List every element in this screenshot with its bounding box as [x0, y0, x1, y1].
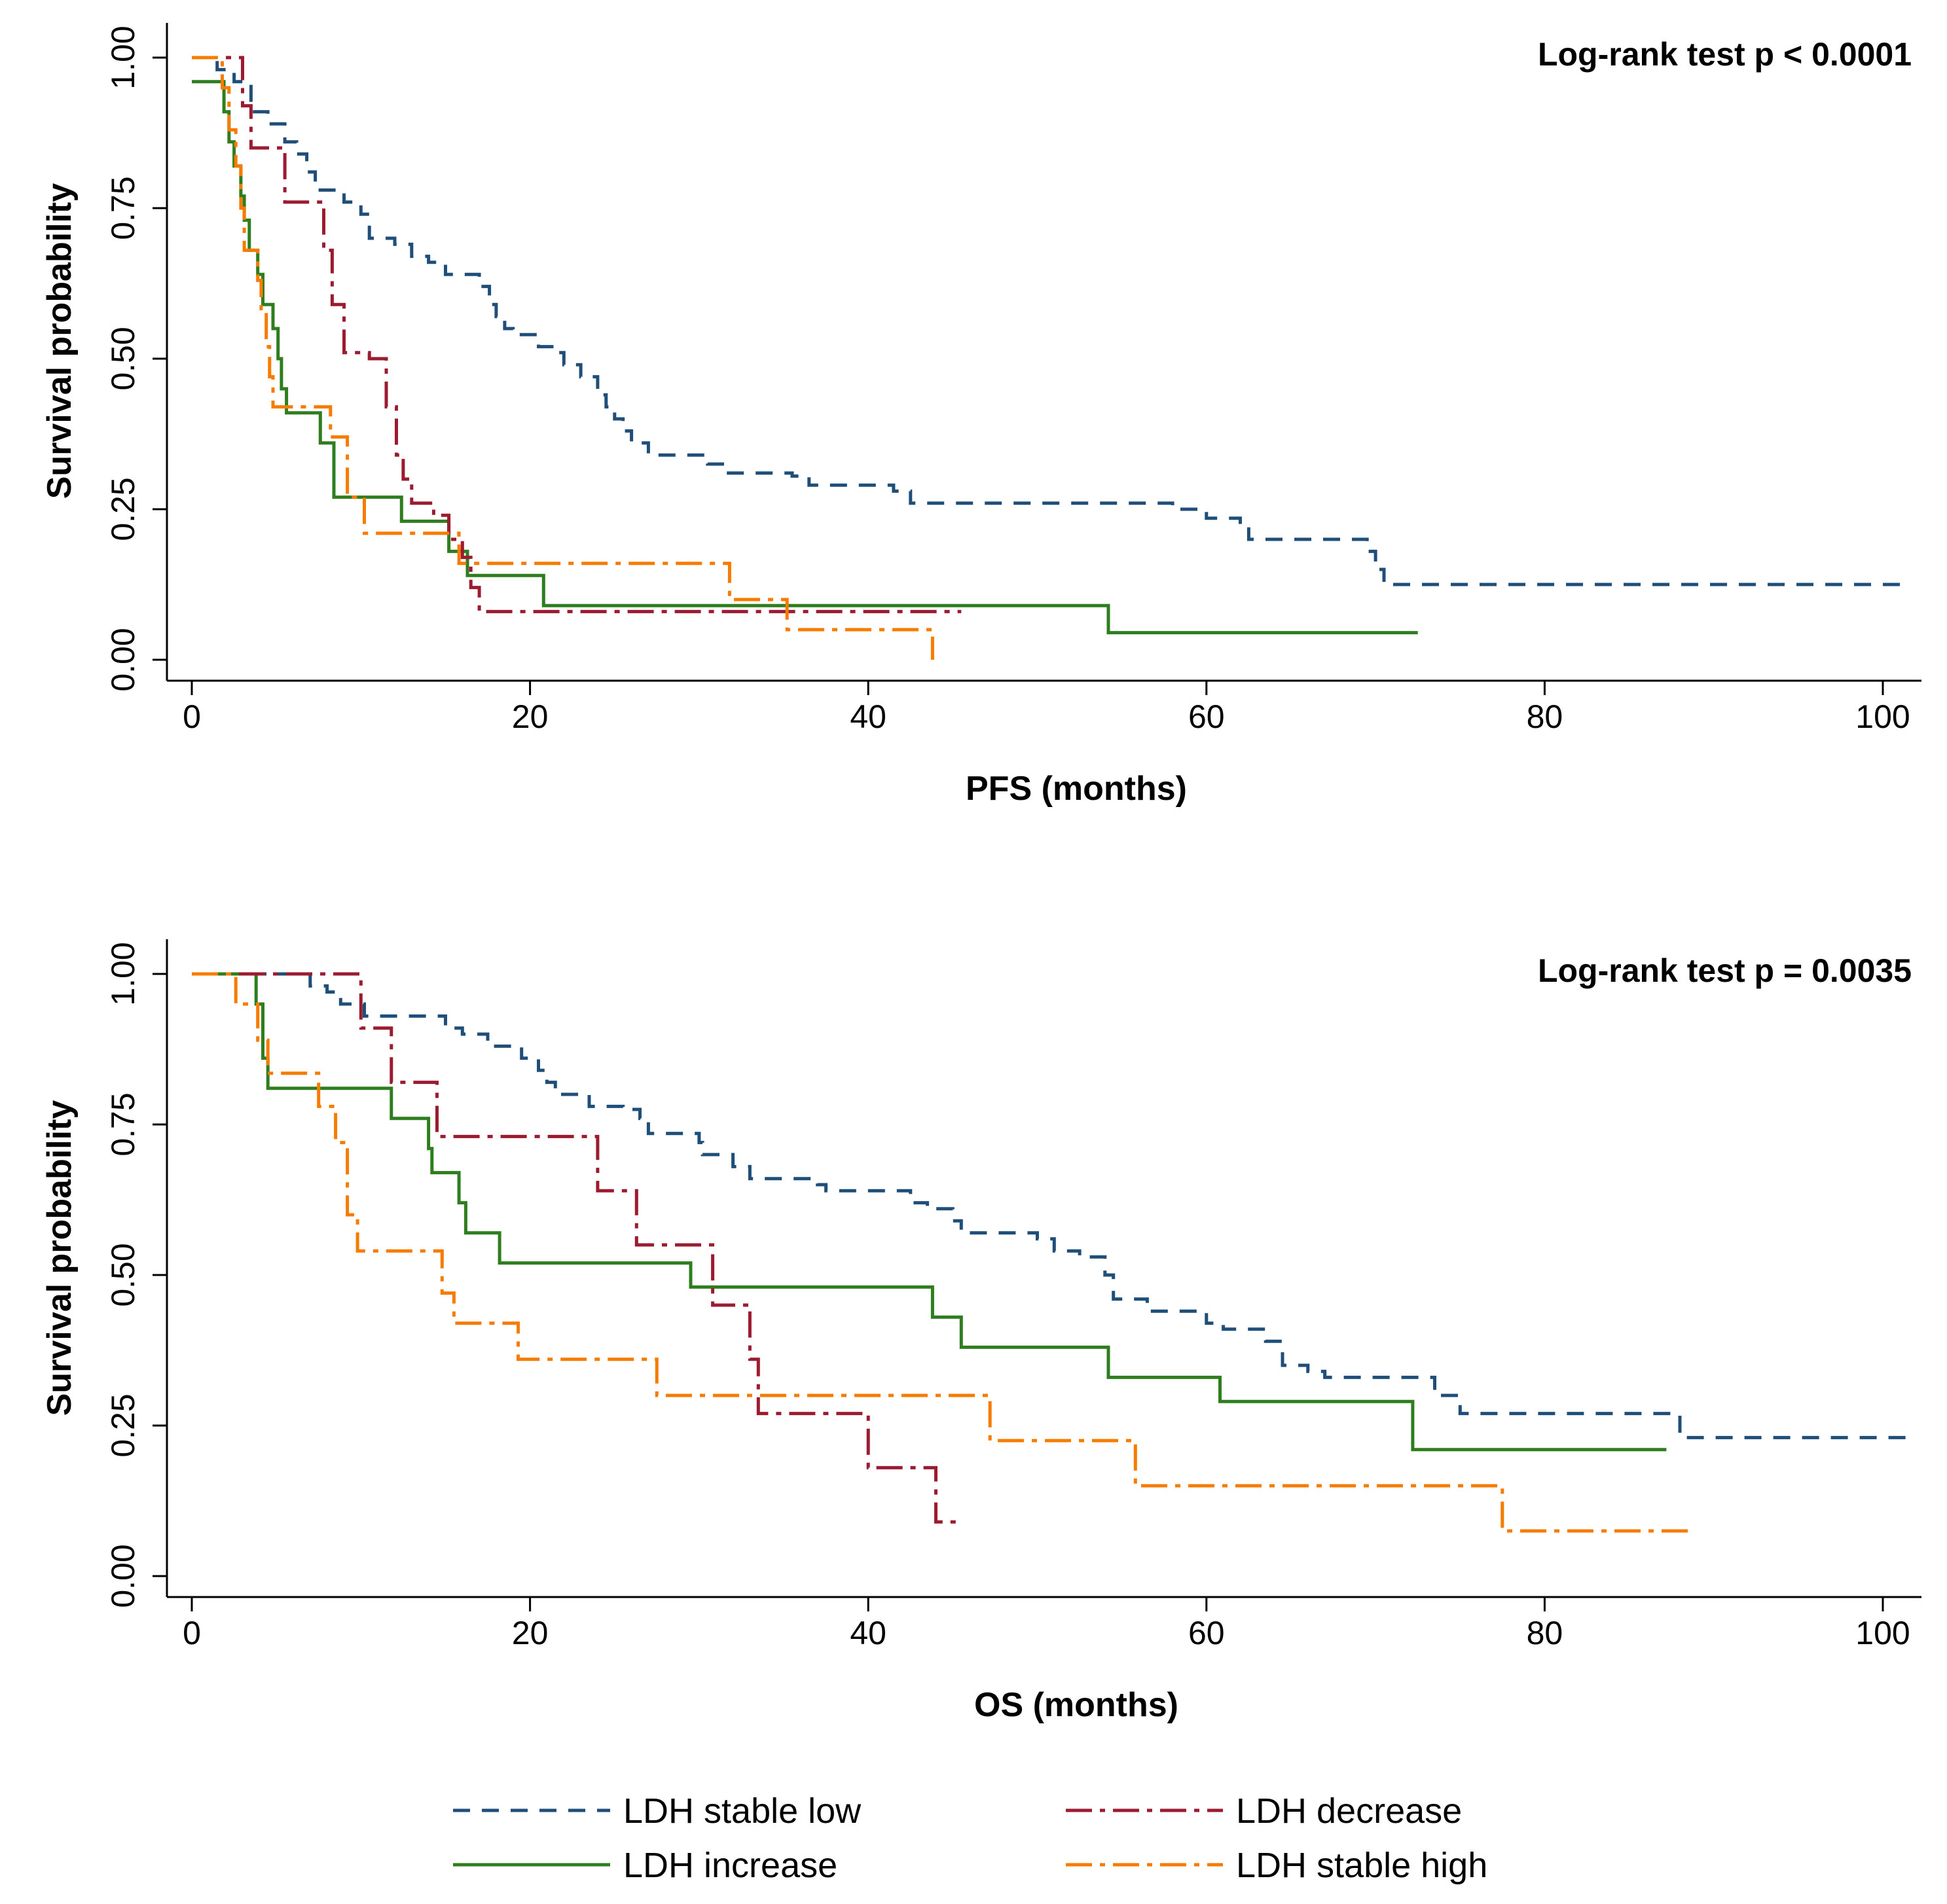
pfs-x-tick-label: 80 — [1527, 698, 1563, 735]
os-y-tick-label: 0.75 — [105, 1092, 141, 1156]
os-xlabel: OS (months) — [974, 1686, 1178, 1724]
legend-label-stable-low: LDH stable low — [623, 1791, 862, 1831]
pfs-y-tick-label: 0.75 — [105, 176, 141, 240]
pfs-x-tick-label: 100 — [1855, 698, 1910, 735]
os-logrank-annotation: Log-rank test p = 0.0035 — [1538, 952, 1912, 989]
os-series-stable-high — [192, 972, 1688, 1533]
os-y-tick-label: 0.50 — [105, 1243, 141, 1306]
os-y-tick-label: 1.00 — [105, 942, 141, 1005]
pfs-y-tick-label: 0.50 — [105, 327, 141, 390]
pfs-series-stable-low — [192, 56, 1908, 586]
pfs-chart-panel: Survival probability Log-rank test p < 0… — [41, 23, 1921, 808]
os-series-decrease — [192, 972, 962, 1524]
os-x-tick-label: 100 — [1855, 1615, 1910, 1651]
legend-label-increase: LDH increase — [623, 1846, 837, 1885]
os-x-tick-label: 20 — [512, 1615, 549, 1651]
os-ylabel: Survival probability — [41, 1100, 79, 1416]
pfs-y-tick-label: 0.00 — [105, 628, 141, 691]
pfs-x-tick-label: 60 — [1188, 698, 1225, 735]
pfs-ylabel: Survival probability — [41, 183, 79, 499]
pfs-y-tick-label: 1.00 — [105, 26, 141, 89]
legend: LDH stable low LDH decrease LDH increase… — [453, 1791, 1487, 1885]
pfs-series-decrease — [192, 56, 962, 613]
os-x-tick-label: 60 — [1188, 1615, 1225, 1651]
pfs-series-stable-high — [192, 56, 934, 660]
os-y-tick-label: 0.25 — [105, 1393, 141, 1457]
legend-label-decrease: LDH decrease — [1236, 1791, 1462, 1831]
pfs-y-tick-label: 0.25 — [105, 477, 141, 541]
pfs-xlabel: PFS (months) — [966, 770, 1187, 808]
os-series-increase — [192, 972, 1667, 1452]
legend-label-stable-high: LDH stable high — [1236, 1846, 1487, 1885]
os-x-tick-label: 40 — [850, 1615, 886, 1651]
os-series-stable-low — [192, 972, 1908, 1439]
os-chart-panel: Survival probability Log-rank test p = 0… — [41, 939, 1921, 1724]
pfs-x-tick-label: 20 — [512, 698, 549, 735]
os-x-tick-label: 80 — [1527, 1615, 1563, 1651]
pfs-logrank-annotation: Log-rank test p < 0.0001 — [1538, 36, 1912, 73]
os-x-tick-label: 0 — [183, 1615, 201, 1651]
os-y-tick-label: 0.00 — [105, 1544, 141, 1608]
pfs-x-tick-label: 0 — [183, 698, 201, 735]
pfs-x-tick-label: 40 — [850, 698, 886, 735]
